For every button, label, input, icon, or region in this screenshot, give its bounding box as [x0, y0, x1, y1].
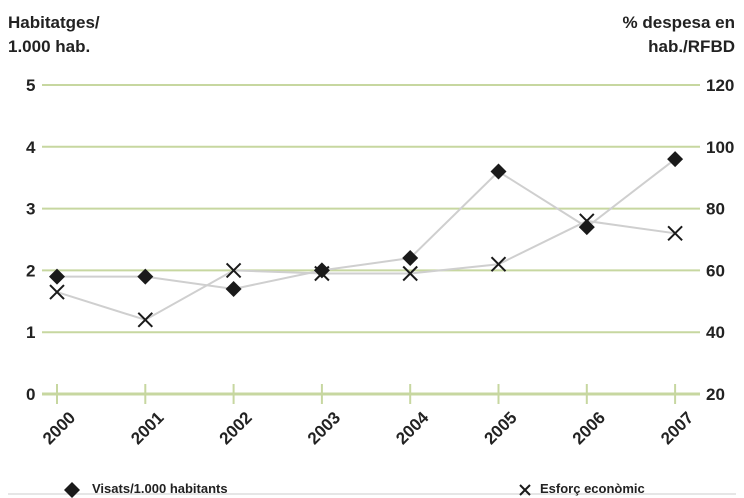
data-point-visats-2006	[578, 219, 595, 236]
data-point-visats-2005	[490, 163, 507, 180]
right-tick-label-60: 60	[706, 261, 725, 280]
right-axis-title-line-2: hab./RFBD	[648, 37, 735, 56]
left-axis-ticks: 0 1 2 3 4 5	[26, 76, 36, 404]
x-tick-label-2004: 2004	[392, 408, 433, 449]
x-tick-label-2002: 2002	[216, 408, 256, 448]
data-point-esforc-2001	[137, 312, 154, 328]
left-tick-label-5: 5	[26, 76, 35, 95]
legend-x-marker	[519, 484, 531, 496]
left-axis-title-line-1: Habitatges/	[8, 13, 100, 32]
right-axis-title-line-1: % despesa en	[623, 13, 735, 32]
left-tick-label-3: 3	[26, 200, 35, 219]
data-point-visats-2004	[402, 250, 419, 267]
legend-diamond-marker	[64, 482, 80, 498]
series-markers	[49, 151, 684, 328]
left-tick-label-1: 1	[26, 323, 35, 342]
x-axis-ticks: 2000 2001 2002 2003 2004 2005 2006 2007	[39, 408, 697, 449]
x-tick-label-2007: 2007	[657, 408, 697, 448]
right-tick-label-100: 100	[706, 138, 734, 157]
series-lines	[56, 158, 676, 321]
legend-label-visats: Visats/1.000 habitants	[92, 481, 228, 496]
series-line-0	[57, 158, 676, 290]
data-point-esforc-2000	[49, 284, 65, 300]
left-axis-title-line-2: 1.000 hab.	[8, 37, 90, 56]
data-point-esforc-2005	[490, 256, 507, 272]
data-point-esforc-2002	[225, 262, 242, 279]
legend-label-esforc: Esforç econòmic	[540, 481, 645, 496]
data-point-esforc-2007	[667, 225, 683, 242]
data-point-esforc-2004	[402, 265, 418, 282]
left-tick-label-4: 4	[26, 138, 36, 157]
data-point-visats-2003	[313, 262, 330, 279]
right-tick-label-80: 80	[706, 200, 725, 219]
left-tick-label-0: 0	[26, 385, 35, 404]
left-tick-label-2: 2	[26, 261, 35, 280]
series-line-1	[56, 219, 676, 321]
x-tick-label-2005: 2005	[481, 408, 521, 448]
data-point-visats-2007	[667, 151, 684, 168]
legend: Visats/1.000 habitants Esforç econòmic	[8, 481, 736, 498]
data-point-esforc-2006	[579, 213, 595, 229]
right-tick-label-20: 20	[706, 385, 725, 404]
data-point-visats-2001	[137, 268, 154, 285]
x-tick-label-2006: 2006	[569, 408, 609, 448]
gridlines	[42, 84, 700, 404]
x-tick-label-2001: 2001	[127, 408, 167, 448]
x-tick-label-2003: 2003	[304, 408, 344, 448]
data-point-visats-2002	[225, 280, 242, 297]
right-tick-label-40: 40	[706, 323, 725, 342]
right-axis-ticks: 20 40 60 80 100 120	[706, 76, 734, 404]
data-point-esforc-2003	[314, 265, 330, 282]
x-tick-label-2000: 2000	[39, 408, 79, 448]
data-point-visats-2000	[49, 268, 65, 285]
right-tick-label-120: 120	[706, 76, 734, 95]
